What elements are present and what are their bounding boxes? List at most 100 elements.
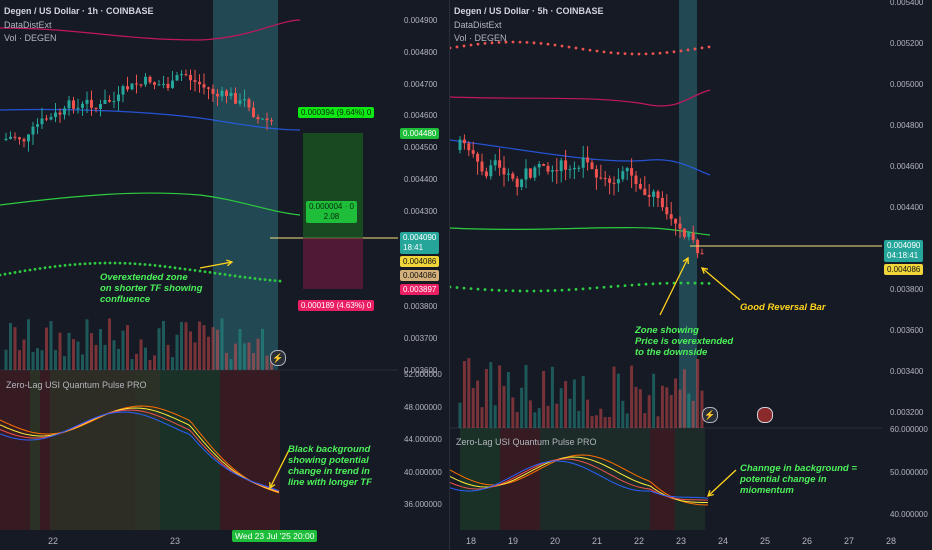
candle-body bbox=[546, 165, 550, 172]
volume-bar bbox=[229, 359, 233, 370]
candle-body bbox=[515, 178, 519, 188]
dot-band-point bbox=[113, 261, 117, 265]
candle-body bbox=[148, 76, 152, 83]
left-osc-label-2: 44.000000 bbox=[404, 435, 442, 444]
volume-bar bbox=[247, 342, 251, 370]
right-chart-canvas[interactable] bbox=[450, 0, 932, 550]
volume-bar bbox=[502, 386, 506, 428]
dot-band-point bbox=[602, 50, 606, 54]
candle-body bbox=[184, 74, 188, 76]
dot-band-point bbox=[511, 289, 515, 293]
volume-bar bbox=[189, 331, 192, 370]
volume-bar bbox=[22, 339, 26, 370]
dot-band-point bbox=[546, 289, 550, 293]
dot-band-point bbox=[546, 42, 550, 46]
dot-band-point bbox=[567, 288, 571, 292]
dot-band-point bbox=[679, 281, 683, 285]
volume-bar bbox=[572, 379, 576, 428]
right-indicator-datadist[interactable]: DataDistExt bbox=[454, 20, 502, 30]
dot-band-point bbox=[223, 273, 227, 276]
volume-bar bbox=[256, 338, 260, 370]
left-price-label-1: 0.004800 bbox=[404, 47, 438, 57]
volume-bar bbox=[108, 318, 111, 370]
right-oscillator-title[interactable]: Zero-Lag USI Quantum Pulse PRO bbox=[456, 437, 597, 447]
dot-band-point bbox=[518, 289, 522, 293]
volume-bar bbox=[94, 344, 98, 370]
right-indicator-volume[interactable]: Vol · DEGEN bbox=[454, 33, 507, 43]
volume-bar bbox=[678, 389, 682, 428]
dot-band-point bbox=[623, 52, 627, 56]
left-background-annotation: Black background showing potential chang… bbox=[288, 444, 372, 488]
left-symbol-title[interactable]: Degen / US Dollar · 1h · COINBASE bbox=[4, 6, 154, 16]
dot-band-point bbox=[511, 40, 515, 44]
volume-bar bbox=[261, 328, 264, 370]
volume-bar bbox=[555, 403, 559, 428]
flag-icon[interactable] bbox=[757, 407, 773, 423]
left-chart-pane[interactable]: Degen / US Dollar · 1h · COINBASE DataDi… bbox=[0, 0, 450, 550]
candle-body bbox=[520, 179, 524, 188]
dot-band-point bbox=[532, 289, 536, 293]
candle-body bbox=[568, 169, 572, 171]
left-level-b: 0.004086 bbox=[400, 270, 440, 281]
volume-bar bbox=[674, 378, 678, 428]
annotation-arrowhead bbox=[700, 267, 709, 274]
dot-band-point bbox=[193, 268, 197, 272]
left-indicator-volume[interactable]: Vol · DEGEN bbox=[4, 33, 57, 43]
dot-band-point bbox=[93, 261, 97, 265]
right-time-label-0: 18 bbox=[466, 536, 477, 546]
dot-band-point bbox=[78, 262, 82, 266]
volume-bar bbox=[533, 412, 537, 428]
lightning-icon[interactable]: ⚡ bbox=[270, 350, 286, 366]
osc-background-band bbox=[460, 428, 500, 530]
candle-body bbox=[49, 117, 53, 120]
annotation-arrowhead bbox=[226, 259, 234, 267]
right-symbol-title[interactable]: Degen / US Dollar · 5h · COINBASE bbox=[454, 6, 604, 16]
candle-body bbox=[265, 118, 269, 121]
volume-bar bbox=[112, 340, 116, 370]
dot-band-point bbox=[163, 265, 167, 268]
candle-body bbox=[256, 117, 260, 120]
candle-body bbox=[511, 173, 515, 179]
right-osc-label-2: 40.000000 bbox=[890, 510, 928, 519]
dot-band-point bbox=[108, 261, 112, 265]
volume-bar bbox=[207, 336, 210, 370]
left-osc-label-1: 48.000000 bbox=[404, 402, 442, 412]
candle-body bbox=[175, 75, 179, 81]
candle-body bbox=[665, 207, 669, 215]
left-osc-label-3: 40.000000 bbox=[404, 467, 442, 477]
osc-background-band bbox=[135, 370, 220, 530]
left-indicator-datadist[interactable]: DataDistExt bbox=[4, 20, 52, 30]
candle-body bbox=[103, 99, 107, 104]
lightning-icon[interactable]: ⚡ bbox=[702, 407, 718, 423]
volume-bar bbox=[40, 350, 44, 370]
right-time-label-10: 28 bbox=[886, 536, 897, 546]
right-level: 0.004086 bbox=[884, 264, 924, 275]
right-chart-pane[interactable]: Degen / US Dollar · 5h · COINBASE DataDi… bbox=[450, 0, 932, 550]
dot-band-point bbox=[203, 270, 207, 274]
dot-band-point bbox=[518, 40, 522, 44]
dot-band-point bbox=[700, 281, 704, 285]
dot-band-point bbox=[616, 51, 620, 55]
crosshair-time-label: Wed 23 Jul '25 20:00 bbox=[232, 530, 318, 542]
volume-bar bbox=[537, 408, 541, 428]
dot-band-point bbox=[238, 275, 242, 278]
dot-band-point bbox=[476, 287, 480, 291]
left-chart-canvas[interactable] bbox=[0, 0, 449, 550]
volume-bar bbox=[564, 381, 568, 428]
candle-body bbox=[117, 94, 120, 102]
candle-body bbox=[121, 86, 125, 95]
right-price-label-9: 0.003400 bbox=[890, 367, 924, 376]
volume-bar bbox=[511, 397, 515, 428]
dot-band-point bbox=[178, 267, 182, 270]
candle-body bbox=[696, 239, 700, 254]
left-oscillator-title[interactable]: Zero-Lag USI Quantum Pulse PRO bbox=[6, 380, 147, 390]
volume-bar bbox=[130, 359, 134, 370]
candle-body bbox=[616, 179, 620, 184]
dot-band-point bbox=[68, 263, 72, 267]
dot-band-point bbox=[476, 42, 480, 46]
volume-bar bbox=[515, 412, 519, 428]
volume-bar bbox=[603, 417, 607, 428]
dot-band-point bbox=[707, 282, 711, 285]
dot-band-point bbox=[700, 46, 704, 50]
candle-body bbox=[590, 162, 594, 170]
